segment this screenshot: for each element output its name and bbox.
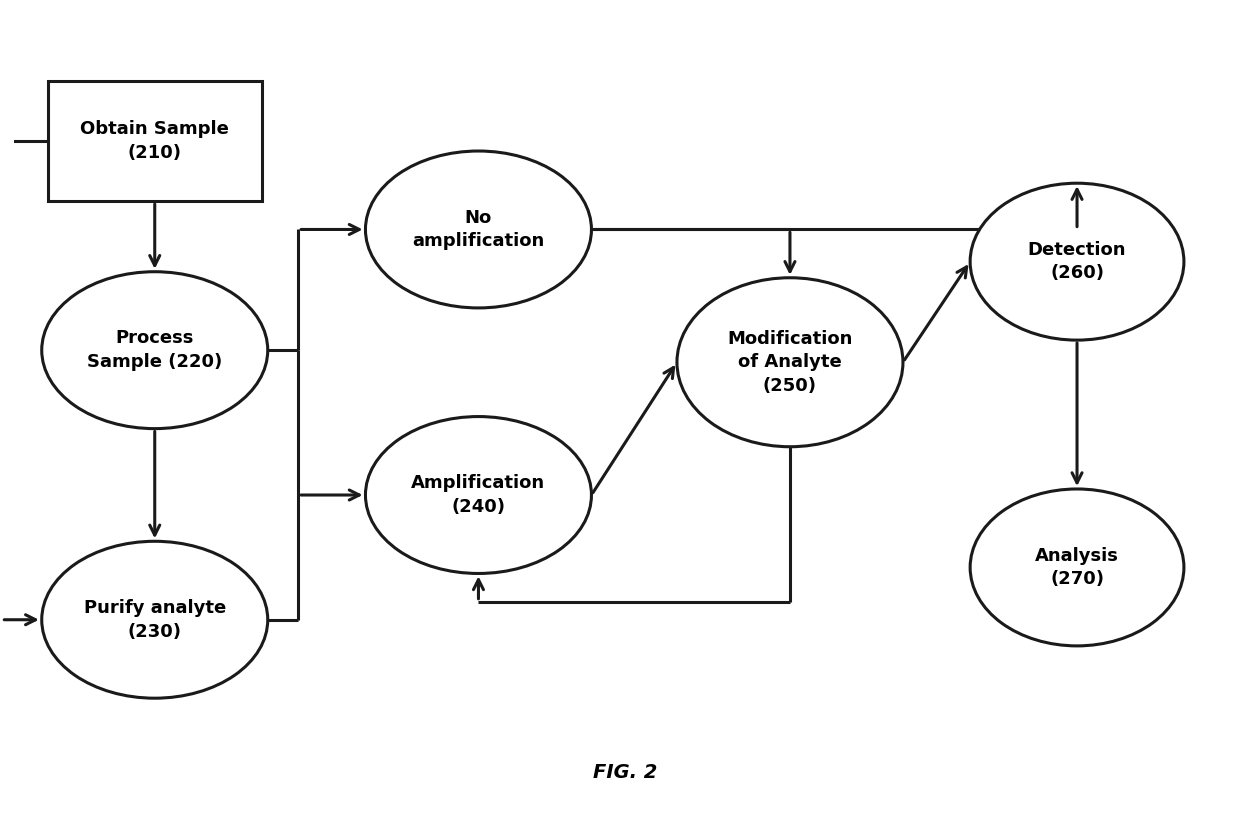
Text: FIG. 2: FIG. 2 <box>593 763 657 782</box>
Text: Obtain Sample
(210): Obtain Sample (210) <box>81 120 229 162</box>
Ellipse shape <box>970 183 1184 340</box>
Ellipse shape <box>366 151 591 308</box>
Ellipse shape <box>677 278 903 446</box>
Text: Modification
of Analyte
(250): Modification of Analyte (250) <box>728 329 853 395</box>
Ellipse shape <box>366 416 591 573</box>
Ellipse shape <box>42 272 268 428</box>
FancyBboxPatch shape <box>48 80 262 202</box>
Text: No
amplification: No amplification <box>413 209 544 250</box>
Ellipse shape <box>970 489 1184 646</box>
Ellipse shape <box>42 541 268 698</box>
Text: Analysis
(270): Analysis (270) <box>1035 546 1118 589</box>
Text: Amplification
(240): Amplification (240) <box>412 474 546 515</box>
Text: Detection
(260): Detection (260) <box>1028 241 1126 282</box>
Text: Purify analyte
(230): Purify analyte (230) <box>83 599 226 641</box>
Text: Process
Sample (220): Process Sample (220) <box>87 329 222 371</box>
